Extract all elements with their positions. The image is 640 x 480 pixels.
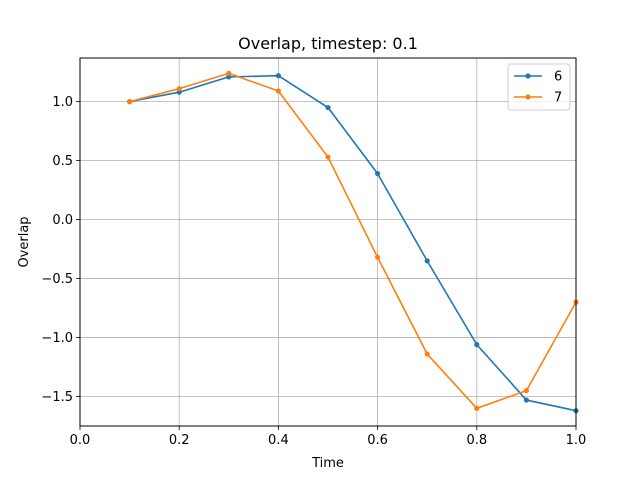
data-point [325, 104, 331, 111]
legend: 67 [507, 63, 571, 111]
data-point [523, 397, 530, 403]
y-axis-label: Overlap [17, 216, 32, 267]
data-point [424, 351, 430, 357]
data-point [226, 70, 232, 76]
x-tick-label: 0.8 [466, 433, 487, 448]
series-layer [127, 70, 579, 414]
data-point [523, 388, 530, 394]
plot-frame [79, 57, 577, 427]
data-point [325, 154, 331, 160]
data-point [275, 73, 281, 79]
grid [79, 58, 577, 426]
y-tick-label: 1.0 [52, 95, 73, 110]
x-tick-label: 0.2 [169, 433, 190, 448]
legend-label: 7 [554, 91, 562, 106]
x-tick-label: 0.4 [268, 433, 289, 448]
x-tick-label: 0.6 [367, 433, 388, 448]
legend-item: 6 [514, 70, 562, 85]
data-point [424, 258, 430, 264]
data-point [474, 405, 480, 411]
data-point [127, 99, 133, 105]
legend-marker [525, 94, 531, 100]
series-line [129, 72, 577, 410]
y-tick-label: −1.0 [41, 331, 73, 346]
series-7 [127, 70, 579, 411]
data-point [375, 254, 381, 260]
axes: 0.0 0.2 0.4 0.6 0.8 1.0 1.0 0.5 0.0 −0.5 −1.0 −1.5 [41, 95, 586, 448]
y-tick-label: −0.5 [41, 272, 73, 287]
x-tick-label: 0.0 [70, 433, 91, 448]
legend-item: 7 [514, 91, 562, 106]
x-axis-label: Time [311, 456, 344, 471]
legend-marker [525, 73, 531, 79]
data-point [176, 86, 182, 92]
chart-title: Overlap, timestep: 0.1 [238, 34, 418, 53]
data-point [275, 88, 281, 94]
data-point [474, 342, 480, 348]
y-tick-label: −1.5 [41, 390, 73, 405]
data-point [375, 170, 381, 177]
legend-label: 6 [554, 70, 562, 85]
x-tick-label: 1.0 [566, 433, 587, 448]
y-tick-label: 0.0 [52, 213, 73, 228]
series-line [129, 74, 577, 412]
y-tick-label: 0.5 [52, 154, 73, 169]
